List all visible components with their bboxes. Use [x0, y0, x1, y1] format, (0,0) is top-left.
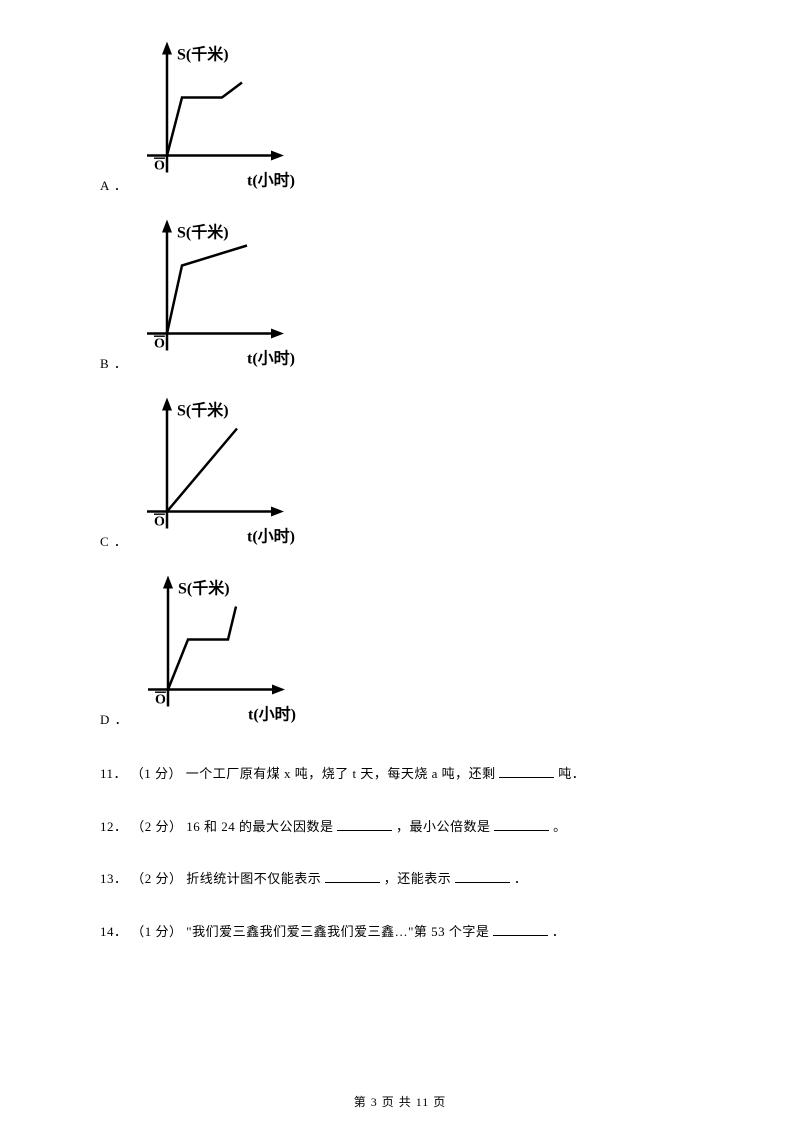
data-line-d [168, 607, 236, 690]
data-line-a [167, 83, 242, 156]
q12-points: （2 分） [131, 819, 182, 834]
y-axis-label: S(千米) [177, 45, 229, 64]
q12-blank-1[interactable] [337, 817, 392, 831]
q13-blank-2[interactable] [455, 869, 510, 883]
q14-blank[interactable] [493, 922, 548, 936]
q12-blank-2[interactable] [494, 817, 549, 831]
option-d-label: D ． [100, 709, 129, 734]
q13-text-2: ，还能表示 [384, 871, 452, 886]
y-axis-label: S(千米) [177, 223, 229, 242]
q13-text-3: ． [514, 871, 528, 886]
q13-number: 13． [100, 871, 128, 886]
origin-label: O [154, 337, 165, 352]
option-c-label: C ． [100, 531, 128, 556]
x-axis-label: t(小时) [247, 172, 295, 190]
option-b-row: B ． S(千米) t(小时) O [100, 208, 700, 378]
q13-points: （2 分） [131, 871, 182, 886]
footer-total: 11 [416, 1095, 430, 1109]
footer-text-1: 第 [354, 1095, 371, 1109]
chart-b: S(千米) t(小时) O [132, 208, 312, 378]
q13-blank-1[interactable] [325, 869, 380, 883]
chart-a: S(千米) t(小时) O [132, 30, 312, 200]
footer-page: 3 [371, 1095, 378, 1109]
x-axis-label: t(小时) [248, 706, 296, 724]
footer-text-3: 页 [429, 1095, 446, 1109]
data-line-b [167, 246, 247, 334]
q12-text-3: 。 [553, 819, 567, 834]
q11-text-1: 一个工厂原有煤 x 吨，烧了 t 天，每天烧 a 吨，还剩 [186, 766, 496, 781]
q12-text-2: ，最小公倍数是 [396, 819, 491, 834]
data-line-c [167, 429, 237, 512]
q12-number: 12． [100, 819, 128, 834]
y-axis-label: S(千米) [178, 579, 230, 598]
question-13: 13． （2 分） 折线统计图不仅能表示 ，还能表示 ． [100, 867, 700, 892]
option-b-label: B ． [100, 353, 128, 378]
q11-text-2: 吨． [558, 766, 585, 781]
origin-label: O [154, 159, 165, 174]
q14-text-1: "我们爱三鑫我们爱三鑫我们爱三鑫…"第 53 个字是 [186, 924, 489, 939]
question-12: 12． （2 分） 16 和 24 的最大公因数是 ，最小公倍数是 。 [100, 815, 700, 840]
chart-c: S(千米) t(小时) O [132, 386, 312, 556]
q11-number: 11． [100, 766, 127, 781]
q14-points: （1 分） [131, 924, 182, 939]
question-14: 14． （1 分） "我们爱三鑫我们爱三鑫我们爱三鑫…"第 53 个字是 ． [100, 920, 700, 945]
option-c-row: C ． S(千米) t(小时) O [100, 386, 700, 556]
option-d-row: D ． S(千米) t(小时) O [100, 564, 700, 734]
origin-label: O [155, 693, 166, 708]
q12-text-1: 16 和 24 的最大公因数是 [186, 819, 333, 834]
q13-text-1: 折线统计图不仅能表示 [186, 871, 321, 886]
q11-points: （1 分） [131, 766, 182, 781]
option-a-label: A ． [100, 175, 128, 200]
y-axis-label: S(千米) [177, 401, 229, 420]
question-11: 11． （1 分） 一个工厂原有煤 x 吨，烧了 t 天，每天烧 a 吨，还剩 … [100, 762, 700, 787]
q14-text-2: ． [552, 924, 566, 939]
footer-text-2: 页 共 [378, 1095, 416, 1109]
x-axis-label: t(小时) [247, 528, 295, 546]
q14-number: 14． [100, 924, 128, 939]
x-axis-label: t(小时) [247, 350, 295, 368]
chart-d: S(千米) t(小时) O [133, 564, 313, 734]
page-footer: 第 3 页 共 11 页 [0, 1093, 800, 1110]
q11-blank[interactable] [499, 764, 554, 778]
origin-label: O [154, 515, 165, 530]
option-a-row: A ． S(千米) t(小时) O [100, 30, 700, 200]
